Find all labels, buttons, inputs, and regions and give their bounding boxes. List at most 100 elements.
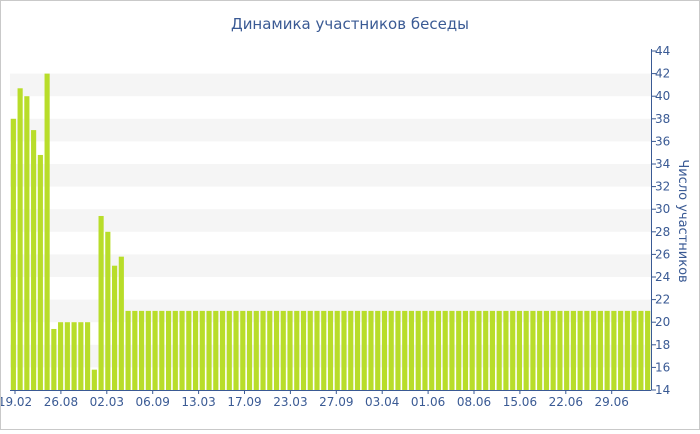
bar (321, 310, 327, 390)
bar (496, 310, 502, 390)
bar (476, 310, 482, 390)
y-tick-label: 20 (655, 315, 670, 329)
y-tick-label: 24 (655, 270, 670, 284)
bar (604, 310, 610, 390)
x-tick-label: 01.06 (411, 395, 445, 409)
y-tick-label: 32 (655, 180, 670, 194)
bar (645, 310, 651, 390)
y-tick-label: 16 (655, 360, 670, 374)
bar (523, 310, 529, 390)
bar (530, 310, 536, 390)
bar (537, 310, 543, 390)
bar (260, 310, 266, 390)
bar (483, 310, 489, 390)
y-axis-ticks: 14 16 18 20 22 24 26 28 30 32 34 36 38 40 42 44 (651, 44, 670, 397)
bar (469, 310, 475, 390)
x-tick-label: 13.03 (181, 395, 215, 409)
bar (179, 310, 185, 390)
x-tick-label: 02.03 (90, 395, 124, 409)
bar (570, 310, 576, 390)
bar (213, 310, 219, 390)
chart-title: Динамика участников беседы (231, 15, 469, 33)
x-tick-label: 17.09 (227, 395, 261, 409)
bar (564, 310, 570, 390)
bar (192, 310, 199, 390)
bar (37, 154, 43, 390)
bar (253, 310, 259, 390)
x-axis-ticks: 19.02 26.08 02.03 06.09 13.03 17.09 23.03 27.09… (0, 390, 629, 409)
bar (17, 88, 23, 390)
bar (118, 256, 124, 390)
bar (361, 310, 367, 390)
x-tick-label: 03.04 (365, 395, 399, 409)
bar (429, 310, 435, 390)
x-tick-label: 26.08 (44, 395, 78, 409)
bar (408, 310, 415, 390)
y-tick-label: 40 (655, 89, 670, 103)
bar (503, 310, 509, 390)
y-tick-label: 28 (655, 225, 670, 239)
bar (624, 310, 630, 390)
bar (71, 322, 77, 390)
bar (368, 310, 374, 390)
bar (557, 310, 563, 390)
bar (145, 310, 151, 390)
y-tick-label: 30 (655, 202, 670, 216)
x-tick-label: 29.06 (595, 395, 629, 409)
bar (294, 310, 300, 390)
bar (246, 310, 253, 390)
bar (78, 322, 84, 390)
bar (354, 310, 361, 390)
bar (98, 215, 104, 390)
bar (510, 310, 516, 390)
bar (112, 265, 118, 390)
bar (314, 310, 320, 390)
bar (273, 310, 280, 390)
bar (226, 310, 232, 390)
bar (395, 310, 401, 390)
bar (105, 231, 111, 390)
bar (280, 310, 286, 390)
bar (422, 310, 428, 390)
bar (300, 310, 307, 390)
y-tick-label: 34 (655, 157, 670, 171)
x-tick-label: 22.06 (549, 395, 583, 409)
bar (388, 310, 394, 390)
bar (348, 310, 354, 390)
grid-band (10, 73, 651, 97)
bar (240, 310, 246, 390)
bar (132, 310, 138, 390)
bar (638, 310, 644, 390)
bar (584, 310, 590, 390)
bar (91, 369, 97, 390)
bar (31, 130, 37, 390)
bar (327, 310, 334, 390)
bar (199, 310, 205, 390)
bar (456, 310, 462, 390)
bar (435, 310, 442, 390)
y-tick-label: 14 (655, 383, 670, 397)
axes (10, 49, 652, 391)
bar (550, 310, 556, 390)
bar (139, 310, 145, 390)
bar (165, 310, 172, 390)
y-tick-label: 36 (655, 134, 670, 148)
bar (442, 310, 448, 390)
bar (24, 96, 30, 390)
bar-series (10, 73, 651, 391)
bar (125, 310, 131, 390)
bar (449, 310, 455, 390)
bar (618, 310, 624, 390)
x-tick-label: 23.03 (273, 395, 307, 409)
x-tick-label: 08.06 (457, 395, 491, 409)
bar (334, 310, 340, 390)
x-tick-label: 27.09 (319, 395, 353, 409)
x-tick-label: 15.06 (503, 395, 537, 409)
bar (462, 310, 469, 390)
bar (402, 310, 408, 390)
y-tick-label: 22 (655, 293, 670, 307)
bar (577, 310, 583, 390)
bar (172, 310, 178, 390)
